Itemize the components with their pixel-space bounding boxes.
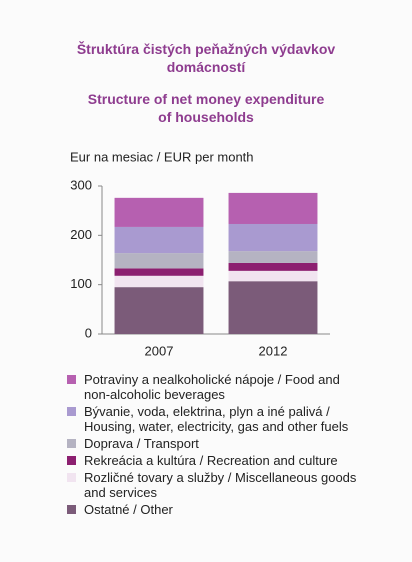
y-tick-label: 100 (70, 276, 92, 291)
chart-title: Štruktúra čistých peňažných výdavkov dom… (76, 41, 336, 75)
legend-label: Doprava / Transport (84, 436, 199, 451)
bar-segment (114, 253, 204, 269)
legend-swatch (67, 505, 76, 514)
legend-swatch (67, 375, 76, 384)
y-tick-label: 0 (85, 325, 92, 340)
legend-swatch (67, 473, 76, 482)
legend-swatch (67, 407, 76, 416)
legend-item: Bývanie, voda, elektrina, plyn a iné pal… (64, 404, 364, 434)
legend-swatch (67, 439, 76, 448)
chart-subtitle: Structure of net money expenditure of ho… (87, 91, 325, 125)
bar-segment (228, 223, 318, 252)
legend-swatch (67, 456, 76, 465)
legend-item: Rekreácia a kultúra / Recreation and cul… (64, 453, 364, 468)
bar-segment (228, 262, 318, 271)
subtitle-box: Structure of net money expenditure of ho… (87, 91, 325, 125)
title-box: Štruktúra čistých peňažných výdavkov dom… (76, 41, 336, 75)
bar-segment (114, 275, 204, 288)
y-tick-label: 200 (70, 227, 92, 242)
bar-segment (114, 268, 204, 276)
bar-segment (228, 270, 318, 282)
legend-item: Doprava / Transport (64, 436, 364, 451)
bar-segment (228, 281, 318, 334)
bar-segment (114, 226, 204, 254)
legend-item: Rozličné tovary a služby / Miscellaneous… (64, 470, 364, 500)
legend-label: Ostatné / Other (84, 502, 173, 517)
bar-segment (114, 197, 204, 227)
legend-label: Bývanie, voda, elektrina, plyn a iné pal… (84, 404, 349, 434)
legend-item: Ostatné / Other (64, 502, 364, 517)
y-tick-label: 300 (70, 177, 92, 192)
legend-label: Potraviny a nealkoholické nápoje / Food … (84, 372, 340, 402)
legend-label: Rozličné tovary a služby / Miscellaneous… (84, 470, 357, 500)
bar-segment (114, 287, 204, 334)
legend-label: Rekreácia a kultúra / Recreation and cul… (84, 453, 338, 468)
chart: Štruktúra čistých peňažných výdavkov dom… (70, 41, 336, 358)
bar-segment (228, 251, 318, 263)
y-axis-label: Eur na mesiac / EUR per month (70, 149, 254, 164)
x-tick-label: 2012 (259, 343, 288, 358)
bar-segment (228, 192, 318, 224)
legend-item: Potraviny a nealkoholické nápoje / Food … (64, 372, 364, 402)
legend: Potraviny a nealkoholické nápoje / Food … (64, 372, 364, 519)
x-tick-label: 2007 (145, 343, 174, 358)
